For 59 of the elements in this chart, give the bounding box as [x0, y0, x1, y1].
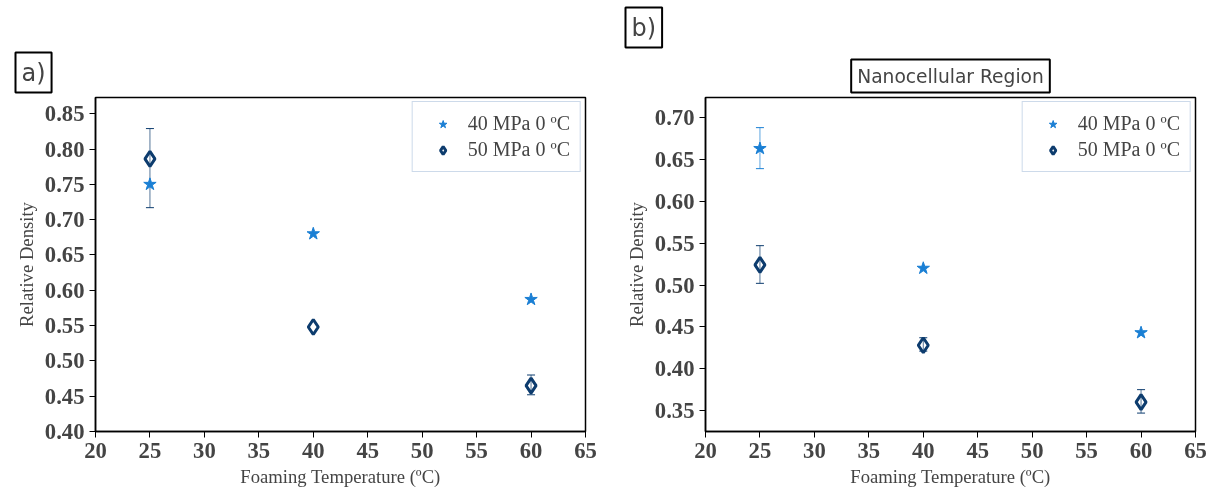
- x-tick-label: 65: [574, 437, 597, 463]
- point: [143, 177, 157, 191]
- x-tick-label: 35: [247, 437, 271, 463]
- text: b): [631, 13, 657, 42]
- point: [1134, 325, 1148, 339]
- y-tick-label: 0.55: [44, 313, 85, 339]
- y-tick-label: 0.65: [654, 146, 695, 172]
- x-tick-label: 65: [1184, 437, 1207, 463]
- y-tick-label: 0.60: [44, 277, 85, 303]
- x-tick-label: 50: [1020, 437, 1044, 463]
- x-tick-label: 35: [857, 437, 881, 463]
- x-tick-label: 30: [803, 437, 826, 463]
- chart-title: Nanocellular Region: [857, 65, 1044, 87]
- y-tick-label: 0.45: [44, 383, 85, 409]
- x-tick-label: 45: [966, 437, 990, 463]
- y-tick-label: 0.75: [44, 171, 85, 197]
- x-tick-label: 55: [1075, 437, 1098, 463]
- y-tick-label: 0.70: [44, 207, 85, 233]
- y-tick-label: 0.85: [44, 101, 85, 127]
- text: a): [21, 58, 46, 87]
- point: [916, 261, 930, 275]
- x-tick-label: 25: [138, 437, 162, 463]
- point: [753, 255, 767, 274]
- y-tick-label: 0.50: [44, 348, 85, 374]
- x-tick-label: 40: [301, 437, 325, 463]
- x-tick-label: 50: [410, 437, 434, 463]
- y-tick-label: 0.55: [654, 230, 695, 256]
- legend-label: 40 MPa 0 ºC: [1077, 112, 1180, 135]
- x-tick-label: 45: [356, 437, 380, 463]
- x-tick-label: 60: [519, 437, 543, 463]
- point: [306, 226, 320, 240]
- y-tick-label: 0.50: [654, 272, 695, 298]
- y-tick-label: 0.60: [654, 188, 695, 214]
- y-tick-label: 0.45: [654, 314, 695, 340]
- x-tick-label: 20: [694, 437, 717, 463]
- legend-label: 50 MPa 0 ºC: [467, 138, 570, 161]
- x-tick-label: 40: [911, 437, 935, 463]
- y-tick-label: 0.40: [44, 419, 85, 444]
- legend-label: 40 MPa 0 ºC: [467, 112, 570, 135]
- y-tick-label: 0.80: [44, 136, 85, 162]
- point: [1134, 393, 1148, 412]
- x-axis-title: Foaming Temperature (ºC): [240, 465, 441, 488]
- point: [753, 141, 767, 155]
- point: [306, 317, 320, 336]
- y-axis-title: Relative Density: [15, 201, 37, 327]
- x-tick-label: 30: [193, 437, 216, 463]
- x-tick-label: 20: [84, 437, 107, 463]
- y-tick-label: 0.40: [654, 356, 695, 382]
- x-tick-label: 25: [748, 437, 772, 463]
- point: [143, 149, 157, 168]
- y-tick-label: 0.35: [654, 398, 695, 424]
- x-tick-label: 60: [1129, 437, 1153, 463]
- x-tick-label: 55: [465, 437, 488, 463]
- y-axis-title: Relative Density: [625, 201, 647, 327]
- point: [524, 292, 538, 306]
- y-tick-label: 0.65: [44, 242, 85, 268]
- y-tick-label: 0.70: [654, 105, 695, 131]
- legend-label: 50 MPa 0 ºC: [1077, 138, 1180, 161]
- x-axis-title: Foaming Temperature (ºC): [850, 465, 1051, 488]
